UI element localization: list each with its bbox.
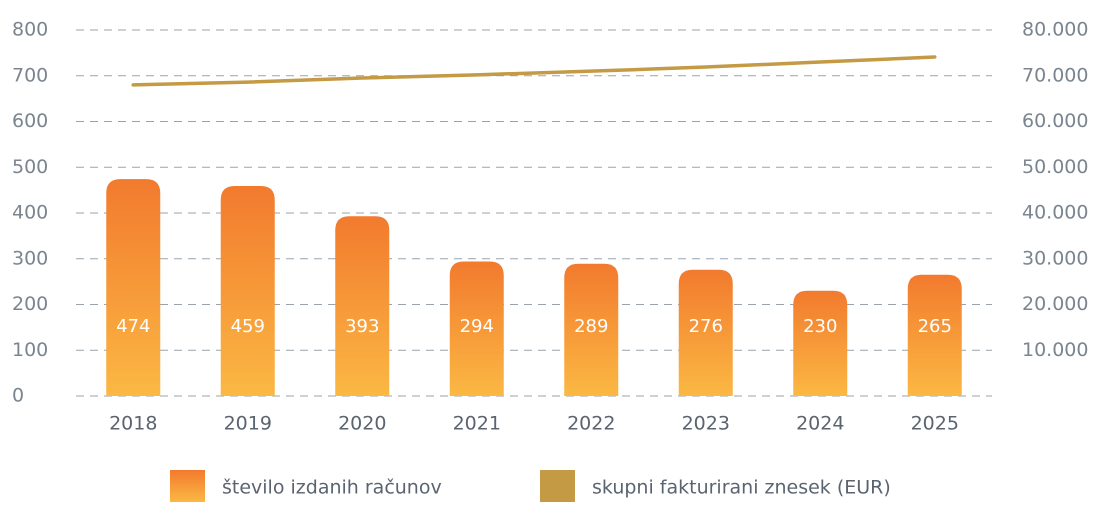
- y-tick-label: 100: [12, 339, 48, 361]
- y-tick-label: 0: [12, 385, 24, 407]
- y2-tick-label: 80.000: [1022, 19, 1088, 41]
- y2-tick-label: 60.000: [1022, 110, 1088, 132]
- y2-tick-label: 70.000: [1022, 64, 1088, 86]
- y2-tick-label: 20.000: [1022, 293, 1088, 315]
- bar: [106, 179, 161, 396]
- y-tick-label: 300: [12, 247, 48, 269]
- y2-tick-label: 40.000: [1022, 202, 1088, 224]
- bar-value-label: 276: [689, 316, 723, 337]
- y-tick-label: 600: [12, 110, 48, 132]
- x-tick-label: 2025: [911, 413, 959, 435]
- bar-value-label: 459: [231, 316, 265, 337]
- bar: [678, 269, 733, 396]
- y2-tick-label: 50.000: [1022, 156, 1088, 178]
- x-tick-label: 2024: [796, 413, 844, 435]
- legend-swatch: [540, 470, 575, 502]
- y-tick-label: 400: [12, 202, 48, 224]
- y-tick-label: 700: [12, 64, 48, 86]
- bar: [793, 290, 848, 396]
- bar-value-label: 294: [460, 316, 494, 337]
- bar: [449, 261, 504, 396]
- x-tick-label: 2019: [224, 413, 272, 435]
- x-tick-label: 2020: [338, 413, 386, 435]
- bar: [564, 263, 619, 396]
- bar: [220, 186, 275, 396]
- bar: [907, 274, 962, 396]
- line: [131, 55, 937, 87]
- legend-label: število izdanih računov: [222, 477, 442, 499]
- bar-value-label: 230: [803, 316, 837, 337]
- y2-tick-label: 30.000: [1022, 247, 1088, 269]
- bar: [335, 216, 390, 396]
- x-tick-label: 2021: [453, 413, 501, 435]
- y2-tick-label: 10.000: [1022, 339, 1088, 361]
- legend-swatch: [170, 470, 205, 502]
- x-tick-label: 2022: [567, 413, 615, 435]
- y-tick-label: 800: [12, 19, 48, 41]
- legend-label: skupni fakturirani znesek (EUR): [592, 477, 891, 499]
- x-tick-label: 2018: [109, 413, 157, 435]
- x-tick-label: 2023: [682, 413, 730, 435]
- bar-value-label: 474: [116, 316, 150, 337]
- y-tick-label: 500: [12, 156, 48, 178]
- y-tick-label: 200: [12, 293, 48, 315]
- bar-value-label: 265: [918, 316, 952, 337]
- bar-value-label: 393: [345, 316, 379, 337]
- bar-value-label: 289: [574, 316, 608, 337]
